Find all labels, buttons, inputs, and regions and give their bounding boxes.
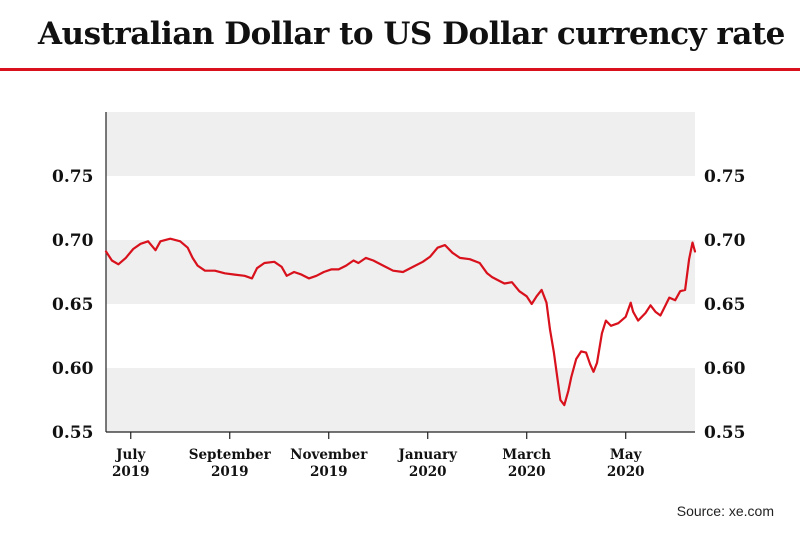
x-tick-label-year: 2020 xyxy=(508,464,546,480)
source-note: Source: xe.com xyxy=(676,503,774,519)
x-tick-label-year: 2020 xyxy=(409,464,447,480)
y-tick-label-right: 0.60 xyxy=(704,359,746,379)
x-tick-label-year: 2019 xyxy=(310,464,348,480)
grid-band xyxy=(106,112,695,176)
y-tick-label-right: 0.65 xyxy=(704,295,745,315)
y-tick-label-right: 0.55 xyxy=(704,423,745,443)
y-tick-label-right: 0.70 xyxy=(704,231,746,251)
title-rule xyxy=(0,68,800,71)
x-tick-label-month: May xyxy=(610,447,643,463)
x-tick-label-month: November xyxy=(290,447,368,463)
y-tick-label-left: 0.75 xyxy=(52,167,93,187)
x-tick-label-year: 2019 xyxy=(211,464,249,480)
y-ticks-right: 0.75 0.70 0.65 0.60 0.55 xyxy=(704,167,746,443)
series-group xyxy=(104,237,697,407)
x-tick-label-month: January xyxy=(397,447,458,463)
y-tick-label-left: 0.70 xyxy=(52,231,94,251)
grid-band xyxy=(106,368,695,432)
grid-bands xyxy=(106,112,695,432)
x-tick-label-year: 2019 xyxy=(112,464,150,480)
x-tick-label-year: 2020 xyxy=(607,464,645,480)
y-tick-label-left: 0.65 xyxy=(52,295,93,315)
x-tick-label-month: September xyxy=(189,447,272,463)
x-tick-label-month: July xyxy=(115,447,146,463)
y-tick-label-right: 0.75 xyxy=(704,167,745,187)
y-ticks-left: 0.75 0.70 0.65 0.60 0.55 xyxy=(52,167,94,443)
y-tick-label-left: 0.60 xyxy=(52,359,94,379)
y-tick-label-left: 0.55 xyxy=(52,423,93,443)
chart-title: Australian Dollar to US Dollar currency … xyxy=(38,16,785,52)
x-ticks: July2019September2019November2019January… xyxy=(112,432,645,480)
series-line xyxy=(104,237,697,407)
x-tick-label-month: March xyxy=(502,447,551,463)
